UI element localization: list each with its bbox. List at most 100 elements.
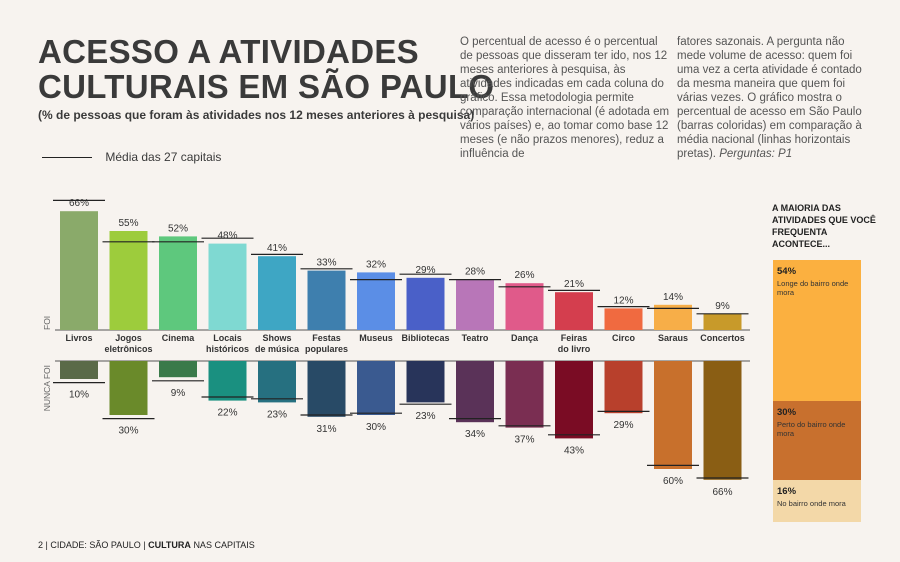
value-label-nunca-foi: 37% bbox=[514, 435, 534, 446]
value-label-nunca-foi: 31% bbox=[316, 424, 336, 435]
value-label-nunca-foi: 23% bbox=[267, 409, 287, 420]
axis-label-foi: FOI bbox=[42, 316, 52, 330]
bar-nunca-foi bbox=[406, 361, 445, 403]
value-label-nunca-foi: 30% bbox=[118, 426, 138, 437]
page-subtitle: (% de pessoas que foram às atividades no… bbox=[38, 108, 475, 122]
value-label-foi: 32% bbox=[366, 259, 386, 270]
category-label: Concertos bbox=[700, 333, 745, 343]
location-segment: 54% Longe do bairro onde mora bbox=[773, 260, 861, 401]
category-label: Festas bbox=[312, 333, 341, 343]
value-label-nunca-foi: 43% bbox=[564, 445, 584, 456]
category-label: Jogos bbox=[115, 333, 142, 343]
legend-label: Média das 27 capitais bbox=[105, 150, 222, 164]
category-label: do livro bbox=[558, 344, 591, 354]
axis-label-nunca-foi: NUNCA FOI bbox=[42, 365, 52, 411]
footer-section: CULTURA bbox=[148, 540, 191, 550]
bar-foi bbox=[604, 308, 643, 330]
category-label: históricos bbox=[206, 344, 249, 354]
title-line-2: CULTURAIS EM SÃO PAULO bbox=[38, 68, 495, 105]
bar-foi bbox=[456, 279, 494, 330]
footer-separator: | bbox=[143, 540, 149, 550]
value-label-foi: 9% bbox=[715, 301, 730, 312]
footer-city: CIDADE: SÃO PAULO bbox=[50, 540, 141, 550]
location-segment-label: Perto do bairro onde mora bbox=[777, 420, 846, 438]
page-number: 2 bbox=[38, 540, 44, 550]
category-label: populares bbox=[305, 344, 348, 354]
location-segment: 30% Perto do bairro onde mora bbox=[773, 401, 861, 480]
bar-nunca-foi bbox=[60, 361, 98, 379]
bar-nunca-foi bbox=[505, 361, 544, 428]
bar-foi bbox=[307, 270, 346, 330]
bar-foi bbox=[555, 292, 593, 330]
category-label: Cinema bbox=[162, 333, 196, 343]
category-label: Feiras bbox=[561, 333, 588, 343]
value-label-foi: 48% bbox=[217, 231, 237, 242]
value-label-foi: 28% bbox=[465, 267, 485, 278]
title-line-1: ACESSO A ATIVIDADES bbox=[38, 33, 419, 70]
category-label: Livros bbox=[65, 333, 92, 343]
bar-foi bbox=[505, 283, 544, 330]
bar-nunca-foi bbox=[604, 361, 643, 414]
bar-foi bbox=[406, 277, 445, 330]
value-label-foi: 66% bbox=[69, 198, 89, 209]
value-label-foi: 29% bbox=[415, 265, 435, 276]
bar-nunca-foi bbox=[109, 361, 148, 415]
bar-foi bbox=[357, 272, 395, 330]
category-label: Museus bbox=[359, 333, 393, 343]
bar-nunca-foi bbox=[208, 361, 247, 401]
bar-nunca-foi bbox=[159, 361, 197, 378]
description-column-2: fatores sazonais. A pergunta não mede vo… bbox=[677, 35, 862, 161]
location-segment-value: 54% bbox=[777, 266, 797, 277]
bar-nunca-foi bbox=[357, 361, 395, 415]
value-label-foi: 26% bbox=[514, 270, 534, 281]
page-footer: 2 | CIDADE: SÃO PAULO | CULTURA NAS CAPI… bbox=[38, 540, 255, 550]
value-label-foi: 33% bbox=[316, 258, 336, 269]
location-segment-label: Longe do bairro onde mora bbox=[777, 279, 849, 297]
category-label: Bibliotecas bbox=[401, 333, 449, 343]
value-label-foi: 14% bbox=[663, 292, 683, 303]
value-label-nunca-foi: 30% bbox=[366, 422, 386, 433]
value-label-foi: 41% bbox=[267, 243, 287, 254]
footer-section-rest: NAS CAPITAIS bbox=[193, 540, 255, 550]
location-segment-value: 30% bbox=[777, 407, 797, 418]
questions-reference: Perguntas: P1 bbox=[719, 148, 793, 160]
description-text-2: fatores sazonais. A pergunta não mede vo… bbox=[677, 36, 862, 160]
bar-foi bbox=[258, 256, 296, 330]
category-label: Teatro bbox=[462, 333, 489, 343]
value-label-nunca-foi: 22% bbox=[217, 408, 237, 419]
footer-separator: | bbox=[45, 540, 51, 550]
value-label-nunca-foi: 9% bbox=[171, 388, 186, 399]
bar-nunca-foi bbox=[456, 361, 494, 423]
legend-line-marker bbox=[42, 157, 92, 159]
bar-nunca-foi bbox=[307, 361, 346, 417]
page-title: ACESSO A ATIVIDADES CULTURAIS EM SÃO PAU… bbox=[38, 34, 494, 104]
value-label-foi: 52% bbox=[168, 223, 188, 234]
value-label-nunca-foi: 34% bbox=[465, 429, 485, 440]
category-label: Circo bbox=[612, 333, 636, 343]
value-label-nunca-foi: 10% bbox=[69, 390, 89, 401]
access-bar-chart: FOI NUNCA FOI 66% Livros 10% 55% Jogoseletrôni… bbox=[42, 198, 750, 498]
category-label: Saraus bbox=[658, 333, 688, 343]
category-label: Locais bbox=[213, 333, 242, 343]
category-label: Shows bbox=[262, 333, 291, 343]
bar-foi bbox=[60, 211, 98, 330]
bar-nunca-foi bbox=[555, 361, 593, 439]
bar-foi bbox=[109, 231, 148, 330]
location-segment-value: 16% bbox=[777, 486, 797, 497]
value-label-nunca-foi: 60% bbox=[663, 476, 683, 487]
value-label-nunca-foi: 29% bbox=[613, 420, 633, 431]
bar-foi bbox=[703, 313, 742, 330]
bar-foi bbox=[159, 236, 197, 330]
category-label: Dança bbox=[511, 333, 539, 343]
value-label-foi: 55% bbox=[118, 218, 138, 229]
category-label: de música bbox=[255, 344, 300, 354]
chart-legend: Média das 27 capitais bbox=[42, 150, 221, 164]
bar-nunca-foi bbox=[654, 361, 692, 469]
location-segment: 16% No bairro onde mora bbox=[773, 480, 861, 522]
bar-nunca-foi bbox=[703, 361, 742, 480]
bar-foi bbox=[208, 243, 247, 330]
description-column-1: O percentual de acesso é o percentual de… bbox=[460, 36, 670, 160]
value-label-nunca-foi: 23% bbox=[415, 411, 435, 422]
value-label-foi: 21% bbox=[564, 279, 584, 290]
value-label-foi: 12% bbox=[613, 295, 633, 306]
